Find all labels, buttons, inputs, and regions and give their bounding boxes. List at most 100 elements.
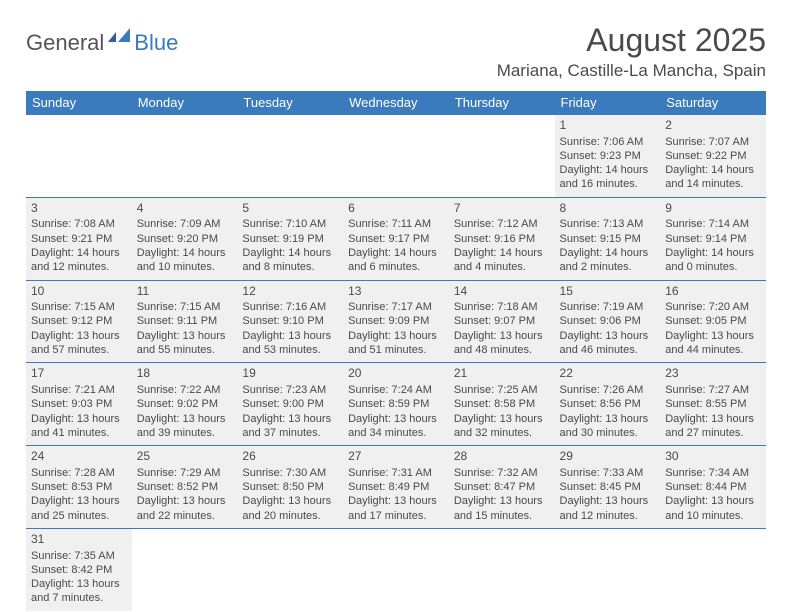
calendar-day-cell: 6Sunrise: 7:11 AMSunset: 9:17 PMDaylight…	[343, 197, 449, 280]
day-info-line: Sunset: 9:21 PM	[31, 232, 127, 246]
day-info-line: Daylight: 14 hours	[348, 246, 444, 260]
day-number: 9	[665, 201, 761, 217]
day-info-line: and 16 minutes.	[560, 177, 656, 191]
day-info-line: Sunrise: 7:32 AM	[454, 466, 550, 480]
day-info-line: Sunrise: 7:35 AM	[31, 549, 127, 563]
day-info-line: Sunrise: 7:25 AM	[454, 383, 550, 397]
day-info-line: Daylight: 13 hours	[137, 329, 233, 343]
day-number: 21	[454, 366, 550, 382]
calendar-day-cell	[132, 115, 238, 198]
location-subtitle: Mariana, Castille-La Mancha, Spain	[497, 61, 766, 81]
day-info-line: Daylight: 13 hours	[454, 494, 550, 508]
day-info-line: and 41 minutes.	[31, 426, 127, 440]
calendar-day-cell: 3Sunrise: 7:08 AMSunset: 9:21 PMDaylight…	[26, 197, 132, 280]
calendar-week-row: 10Sunrise: 7:15 AMSunset: 9:12 PMDayligh…	[26, 280, 766, 363]
day-info-line: Daylight: 13 hours	[348, 329, 444, 343]
day-info-line: and 51 minutes.	[348, 343, 444, 357]
day-number: 4	[137, 201, 233, 217]
day-number: 25	[137, 449, 233, 465]
day-info-line: Sunrise: 7:31 AM	[348, 466, 444, 480]
day-info-line: and 30 minutes.	[560, 426, 656, 440]
calendar-day-cell: 31Sunrise: 7:35 AMSunset: 8:42 PMDayligh…	[26, 528, 132, 610]
calendar-week-row: 31Sunrise: 7:35 AMSunset: 8:42 PMDayligh…	[26, 528, 766, 610]
day-info-line: Sunset: 8:49 PM	[348, 480, 444, 494]
day-info-line: and 34 minutes.	[348, 426, 444, 440]
day-info-line: and 10 minutes.	[665, 509, 761, 523]
day-number: 7	[454, 201, 550, 217]
day-info-line: Sunset: 9:10 PM	[242, 314, 338, 328]
day-info-line: Sunrise: 7:09 AM	[137, 217, 233, 231]
day-info-line: Sunset: 9:07 PM	[454, 314, 550, 328]
day-info-line: Daylight: 14 hours	[31, 246, 127, 260]
day-info-line: Daylight: 13 hours	[137, 412, 233, 426]
calendar-week-row: 17Sunrise: 7:21 AMSunset: 9:03 PMDayligh…	[26, 363, 766, 446]
calendar-day-cell: 4Sunrise: 7:09 AMSunset: 9:20 PMDaylight…	[132, 197, 238, 280]
day-info-line: Sunrise: 7:22 AM	[137, 383, 233, 397]
day-number: 2	[665, 118, 761, 134]
day-info-line: and 53 minutes.	[242, 343, 338, 357]
day-info-line: Sunrise: 7:28 AM	[31, 466, 127, 480]
day-number: 16	[665, 284, 761, 300]
day-number: 26	[242, 449, 338, 465]
day-info-line: and 12 minutes.	[31, 260, 127, 274]
day-info-line: Sunrise: 7:27 AM	[665, 383, 761, 397]
calendar-day-cell	[237, 528, 343, 610]
day-number: 28	[454, 449, 550, 465]
day-number: 3	[31, 201, 127, 217]
weekday-header: Tuesday	[237, 91, 343, 115]
flag-icon	[108, 28, 132, 49]
day-number: 30	[665, 449, 761, 465]
page-header: General Blue August 2025 Mariana, Castil…	[26, 22, 766, 81]
calendar-day-cell: 26Sunrise: 7:30 AMSunset: 8:50 PMDayligh…	[237, 446, 343, 529]
calendar-day-cell: 21Sunrise: 7:25 AMSunset: 8:58 PMDayligh…	[449, 363, 555, 446]
day-info-line: Sunset: 8:55 PM	[665, 397, 761, 411]
calendar-day-cell: 27Sunrise: 7:31 AMSunset: 8:49 PMDayligh…	[343, 446, 449, 529]
day-info-line: Sunset: 8:44 PM	[665, 480, 761, 494]
day-info-line: Daylight: 13 hours	[454, 412, 550, 426]
day-info-line: and 46 minutes.	[560, 343, 656, 357]
day-info-line: Daylight: 13 hours	[31, 494, 127, 508]
calendar-day-cell	[449, 115, 555, 198]
calendar-table: Sunday Monday Tuesday Wednesday Thursday…	[26, 91, 766, 611]
day-info-line: Daylight: 14 hours	[242, 246, 338, 260]
day-number: 31	[31, 532, 127, 548]
weekday-header: Sunday	[26, 91, 132, 115]
day-info-line: Sunrise: 7:13 AM	[560, 217, 656, 231]
day-info-line: Daylight: 13 hours	[242, 494, 338, 508]
day-info-line: Sunrise: 7:33 AM	[560, 466, 656, 480]
day-info-line: Sunset: 9:20 PM	[137, 232, 233, 246]
day-info-line: Sunrise: 7:20 AM	[665, 300, 761, 314]
day-info-line: and 48 minutes.	[454, 343, 550, 357]
day-info-line: Sunset: 9:17 PM	[348, 232, 444, 246]
day-info-line: Daylight: 13 hours	[665, 494, 761, 508]
day-info-line: Sunset: 9:00 PM	[242, 397, 338, 411]
day-info-line: Sunset: 9:15 PM	[560, 232, 656, 246]
day-info-line: Sunrise: 7:14 AM	[665, 217, 761, 231]
day-info-line: and 20 minutes.	[242, 509, 338, 523]
calendar-day-cell: 29Sunrise: 7:33 AMSunset: 8:45 PMDayligh…	[555, 446, 661, 529]
day-info-line: Sunrise: 7:30 AM	[242, 466, 338, 480]
day-info-line: Sunset: 8:59 PM	[348, 397, 444, 411]
day-info-line: Sunset: 8:42 PM	[31, 563, 127, 577]
day-number: 11	[137, 284, 233, 300]
day-info-line: Sunset: 9:09 PM	[348, 314, 444, 328]
calendar-day-cell: 15Sunrise: 7:19 AMSunset: 9:06 PMDayligh…	[555, 280, 661, 363]
weekday-header: Friday	[555, 91, 661, 115]
day-info-line: Sunset: 9:16 PM	[454, 232, 550, 246]
day-info-line: and 0 minutes.	[665, 260, 761, 274]
day-info-line: Sunrise: 7:15 AM	[137, 300, 233, 314]
month-title: August 2025	[497, 22, 766, 59]
brand-text-1: General	[26, 30, 104, 56]
day-info-line: Daylight: 13 hours	[31, 329, 127, 343]
day-info-line: Sunset: 9:02 PM	[137, 397, 233, 411]
day-info-line: and 57 minutes.	[31, 343, 127, 357]
title-block: August 2025 Mariana, Castille-La Mancha,…	[497, 22, 766, 81]
day-info-line: Sunrise: 7:24 AM	[348, 383, 444, 397]
day-number: 29	[560, 449, 656, 465]
day-info-line: and 6 minutes.	[348, 260, 444, 274]
day-number: 12	[242, 284, 338, 300]
day-info-line: and 15 minutes.	[454, 509, 550, 523]
day-info-line: and 2 minutes.	[560, 260, 656, 274]
day-info-line: Sunrise: 7:12 AM	[454, 217, 550, 231]
day-info-line: Sunrise: 7:18 AM	[454, 300, 550, 314]
